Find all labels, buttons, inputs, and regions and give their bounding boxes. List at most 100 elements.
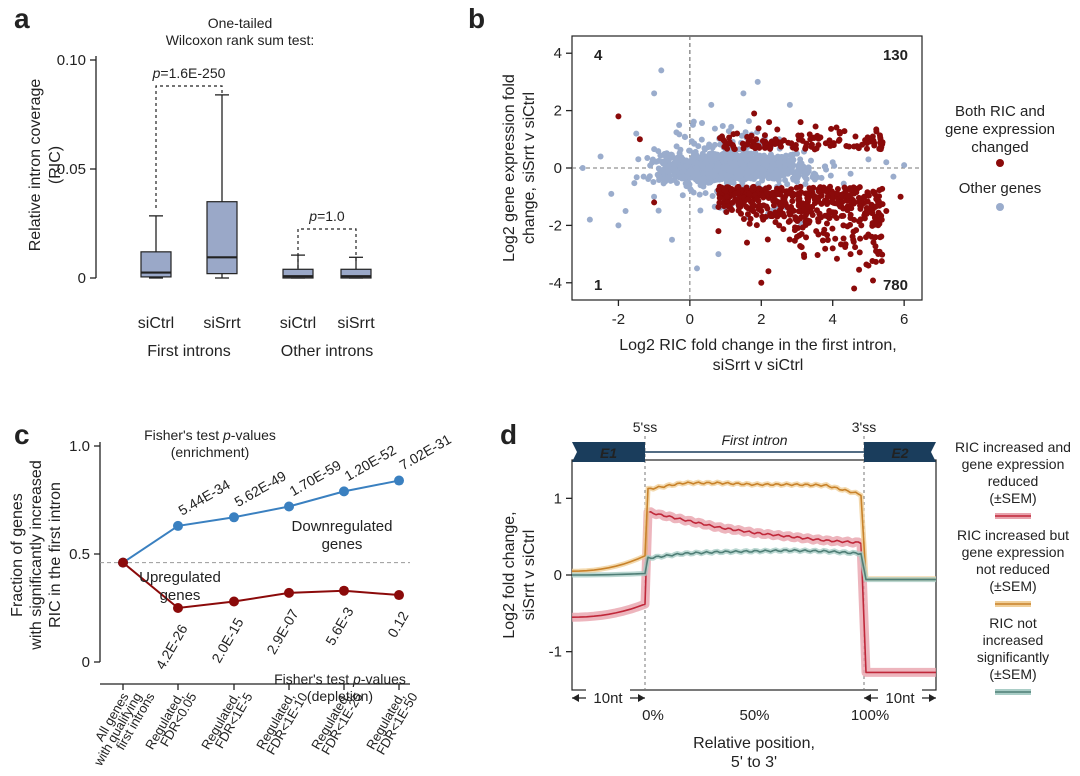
b-point-both <box>828 125 835 132</box>
b-point-other <box>754 78 761 85</box>
d-legend-label: gene expression <box>962 456 1065 472</box>
d-legend-label: (±SEM) <box>989 578 1036 594</box>
b-point-both <box>824 237 831 244</box>
b-point-both <box>857 216 864 223</box>
b-point-other <box>699 163 706 170</box>
a-category-label: siSrrt <box>337 315 375 332</box>
b-point-other <box>651 90 658 97</box>
b-y-tick-label: 0 <box>554 160 562 177</box>
b-point-both <box>822 245 829 252</box>
b-point-other <box>901 162 908 169</box>
b-y-label: change, siSrrt v siCtrl <box>521 92 538 244</box>
b-point-both <box>781 213 788 220</box>
b-point-both <box>615 113 622 120</box>
b-point-other <box>758 153 765 160</box>
b-point-both <box>879 201 886 208</box>
b-point-both <box>753 136 760 143</box>
d-flank-arrowhead <box>929 694 936 702</box>
b-point-other <box>748 155 755 162</box>
b-point-both <box>765 268 772 275</box>
b-point-both <box>802 143 809 150</box>
b-point-both <box>772 197 779 204</box>
d-legend-label: gene expression <box>962 544 1065 560</box>
a-y-label: Relative intron coverage <box>27 79 44 252</box>
c-y-tick-label: 1.0 <box>69 438 90 455</box>
a-title: Wilcoxon rank sum test: <box>166 32 315 48</box>
b-point-other <box>724 172 731 179</box>
b-point-other <box>677 146 684 153</box>
b-point-both <box>769 191 776 198</box>
b-point-other <box>890 173 897 180</box>
b-point-both <box>852 244 859 251</box>
b-point-both <box>852 185 859 192</box>
b-point-both <box>838 241 845 248</box>
b-point-both <box>725 203 732 210</box>
b-point-both <box>835 137 842 144</box>
b-point-other <box>686 147 693 154</box>
b-point-both <box>726 134 733 141</box>
b-x-tick-label: 0 <box>686 311 694 328</box>
b-point-other <box>640 173 647 180</box>
b-point-other <box>711 168 718 175</box>
b-point-both <box>897 193 904 200</box>
b-point-both <box>805 190 812 197</box>
b-point-both <box>842 241 849 248</box>
b-point-other <box>670 161 677 168</box>
a-box <box>340 268 372 279</box>
b-point-both <box>766 119 773 126</box>
b-point-both <box>815 218 822 225</box>
b-point-both <box>829 225 836 232</box>
c-y-tick-label: 0 <box>82 654 90 671</box>
c-pvalue-depletion: 5.6E-3 <box>322 604 357 648</box>
c-point-up <box>284 587 294 598</box>
b-point-both <box>765 184 772 191</box>
b-point-both <box>855 145 862 152</box>
b-point-other <box>790 157 797 164</box>
b-point-both <box>819 237 826 244</box>
b-point-both <box>771 140 778 147</box>
c-point-up <box>394 590 404 601</box>
b-point-other <box>827 172 834 179</box>
d-y-label: Log2 fold change, <box>501 511 518 638</box>
d-y-tick-label: 0 <box>554 567 562 584</box>
b-point-other <box>676 121 683 128</box>
c-series-label-down: Downregulated <box>292 518 393 535</box>
b-point-other <box>818 174 825 181</box>
b-point-both <box>764 236 771 243</box>
b-point-both <box>844 223 851 230</box>
b-point-both <box>865 262 872 269</box>
a-category-label: siSrrt <box>203 315 241 332</box>
b-point-both <box>762 213 769 220</box>
b-point-other <box>747 162 754 169</box>
a-y-tick-label: 0.05 <box>57 161 86 178</box>
b-point-other <box>635 156 642 163</box>
b-point-other <box>708 101 715 108</box>
b-point-other <box>675 157 682 164</box>
d-flank-arrowhead <box>638 694 645 702</box>
c-depletion-header: (depletion) <box>307 688 373 704</box>
b-point-other <box>711 125 718 132</box>
b-count-ll: 1 <box>594 277 602 294</box>
b-point-other <box>883 159 890 166</box>
b-point-both <box>757 203 764 210</box>
b-point-other <box>663 163 670 170</box>
b-point-both <box>729 142 736 149</box>
b-point-other <box>688 138 695 145</box>
a-group-label: First introns <box>147 343 231 360</box>
b-point-other <box>687 186 694 193</box>
d-exon2-label: E2 <box>891 445 908 461</box>
b-point-other <box>655 148 662 155</box>
b-count-ul: 4 <box>594 47 603 64</box>
c-line-down <box>122 479 400 564</box>
d-flank-label: 10nt <box>885 690 915 707</box>
b-point-other <box>711 152 718 159</box>
b-point-both <box>876 193 883 200</box>
b-point-other <box>794 150 800 157</box>
d-series-line <box>571 481 936 580</box>
b-point-other <box>680 173 687 180</box>
c-series-label-up: Upregulated <box>139 569 221 586</box>
b-point-both <box>789 198 796 205</box>
b-point-both <box>750 183 757 190</box>
b-point-other <box>622 208 629 215</box>
b-point-both <box>836 130 843 137</box>
